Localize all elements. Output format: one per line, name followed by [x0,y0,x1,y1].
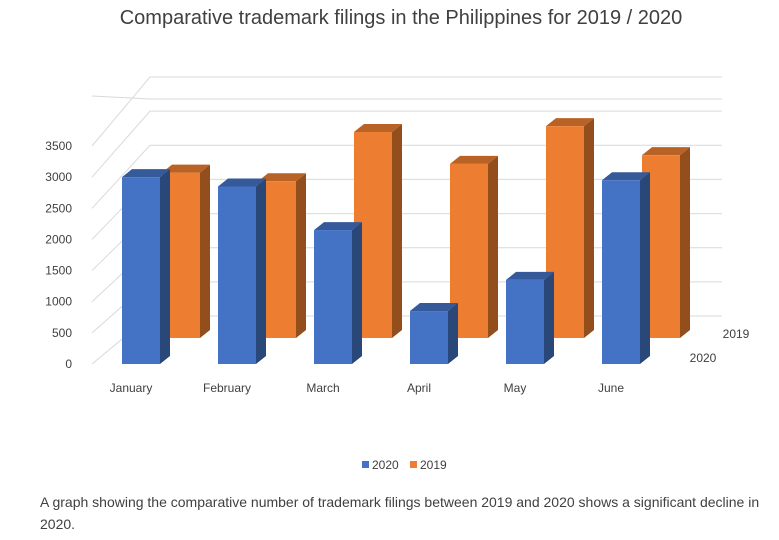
bar-front [314,230,352,364]
legend-item: 2019 [410,458,447,472]
x-tick-label: March [306,381,339,395]
bar-front [122,177,160,364]
bar-side [640,172,650,364]
y-tick-label: 3000 [45,170,72,184]
y-tick-label: 3500 [45,139,72,153]
legend-swatch [362,461,369,468]
figure-caption: A graph showing the comparative number o… [40,494,760,532]
x-tick-label: February [203,381,251,395]
x-tick-label: April [407,381,431,395]
bar-side [680,147,690,338]
bar-top [314,222,362,231]
bar-top [122,169,170,178]
y-tick-label: 500 [52,326,72,340]
chart-bars [122,118,690,364]
bar-top [258,173,306,182]
bar-front [506,279,544,364]
x-tick-label: January [110,381,153,395]
legend-label: 2020 [372,458,399,472]
bar-top [546,118,594,127]
bar-2020 [410,303,458,364]
bar-2019 [354,123,402,338]
gridline [91,76,722,147]
gridline [91,95,722,100]
bar-2020 [506,271,554,364]
bar-2020 [314,222,362,364]
bar-side [448,303,458,364]
bar-2020 [218,178,266,364]
bar-2020 [602,172,650,364]
bar-top [450,155,498,164]
chart-title: Comparative trademark filings in the Phi… [120,7,683,29]
bar-side [256,178,266,364]
bar-top [602,172,650,181]
x-tick-label: June [598,381,624,395]
bar-side [160,169,170,364]
y-axis-labels: 0 500 1000 1500 2000 2500 3000 3500 [45,139,72,371]
bar-top [162,164,210,173]
bar-side [296,173,306,338]
x-axis-labels: January February March April May June [110,381,625,395]
gridline [91,144,722,209]
legend-item: 2020 [362,458,399,472]
chart-legend: 2020 2019 [362,458,447,472]
bar-front [602,180,640,364]
bar-side [352,222,362,364]
bar-top [218,178,266,187]
depth-axis-labels: 2019 2020 [690,327,750,365]
bar-side [544,271,554,364]
bar-side [488,155,498,338]
bar-side [392,123,402,338]
x-tick-label: May [504,381,527,395]
bar-front [410,311,448,364]
y-tick-label: 2000 [45,232,72,246]
bar-side [200,164,210,338]
y-tick-label: 2500 [45,201,72,215]
gridline [91,110,722,178]
y-tick-label: 1000 [45,295,72,309]
y-tick-label: 1500 [45,264,72,278]
bar-2020 [122,169,170,364]
depth-label: 2019 [723,327,750,341]
bar-top [506,271,554,280]
legend-swatch [410,461,417,468]
bar-top [410,303,458,312]
bar-side [584,118,594,338]
bar-chart-3d: Comparative trademark filings in the Phi… [45,7,750,472]
bar-front [218,186,256,364]
legend-label: 2019 [420,458,447,472]
bar-top [642,147,690,156]
bar-top [354,123,402,132]
y-tick-label: 0 [65,357,72,371]
depth-label: 2020 [690,351,717,365]
